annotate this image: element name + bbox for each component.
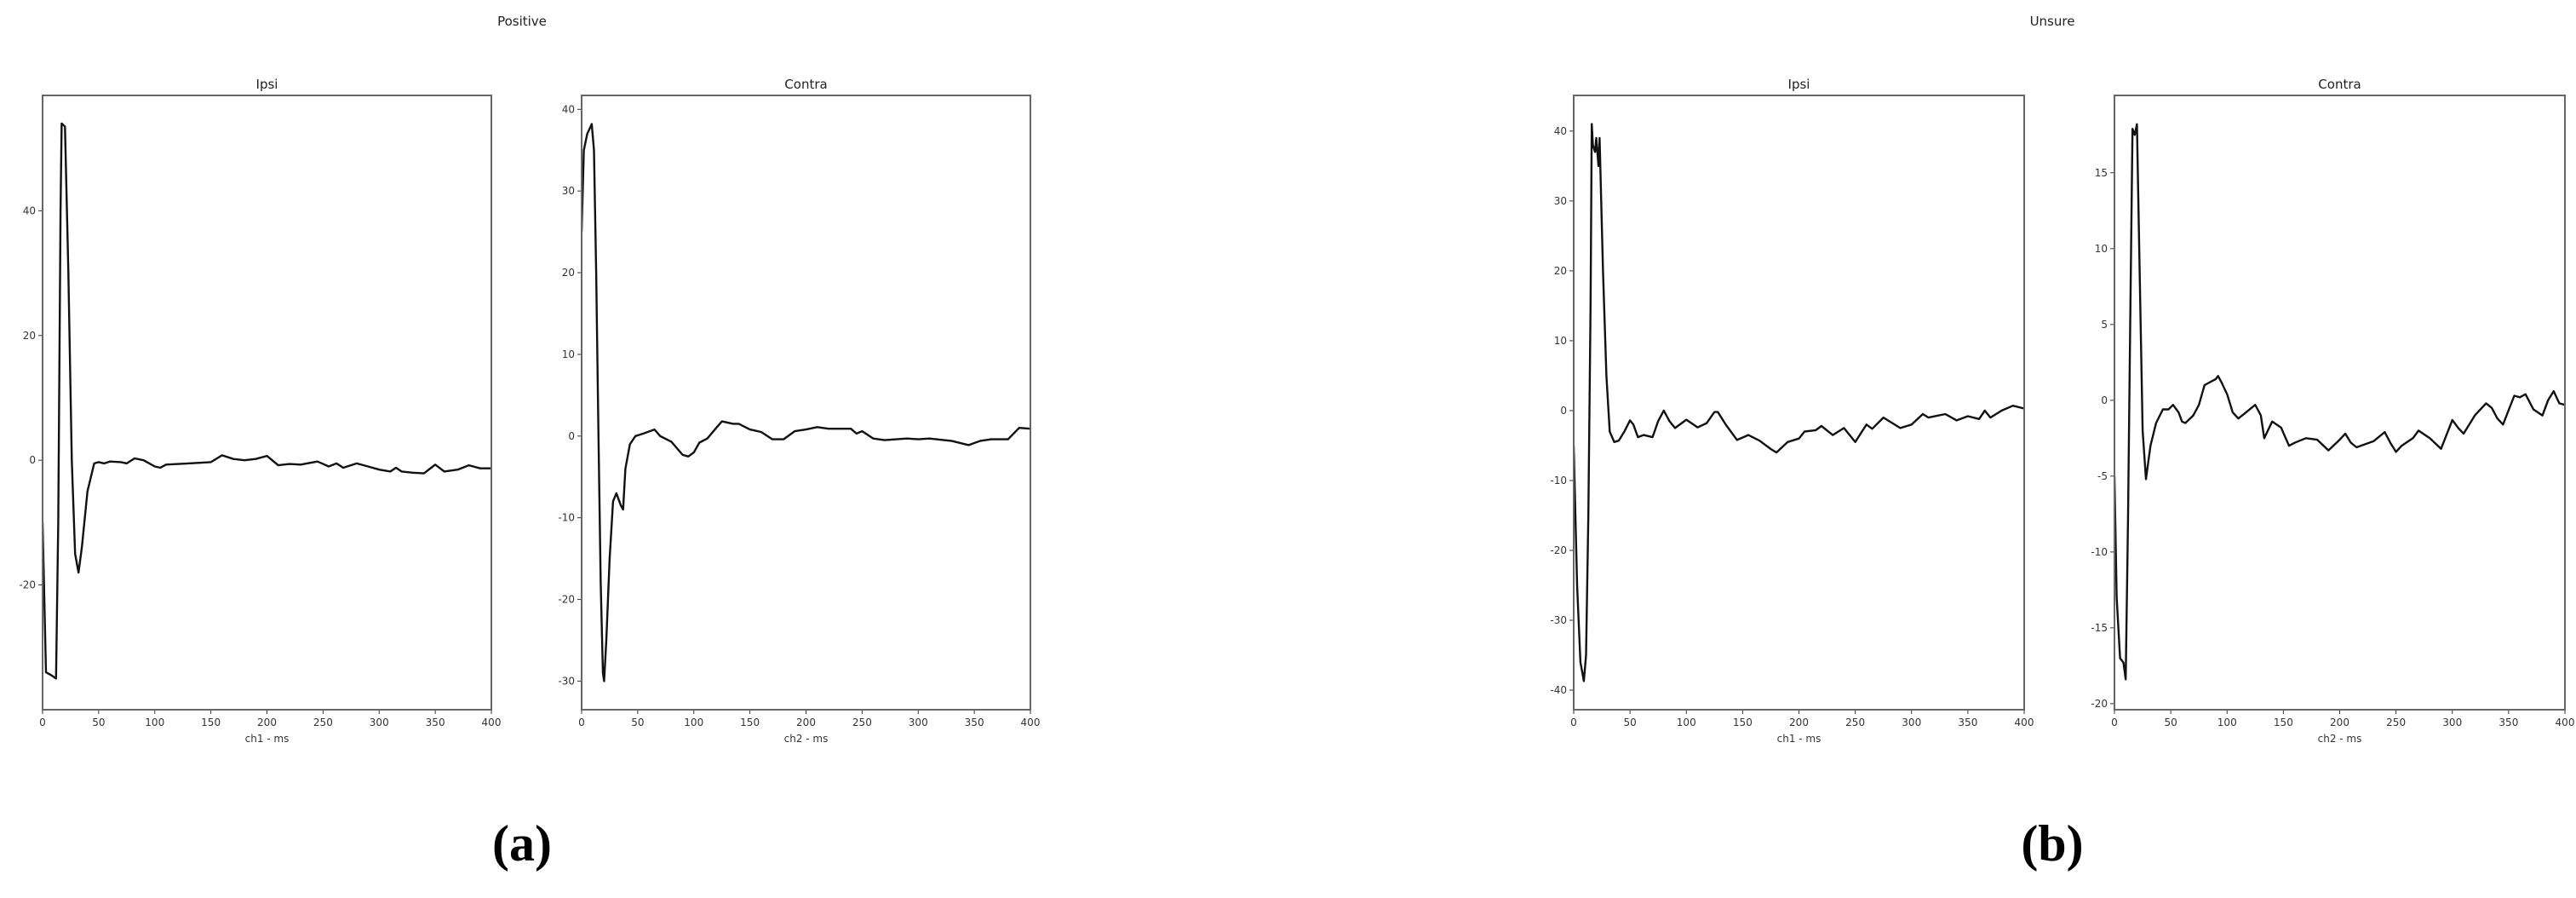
y-tick-label: 10	[2095, 243, 2108, 255]
axes-frame	[42, 95, 492, 711]
y-tick-label: 0	[2101, 394, 2108, 406]
y-tick-label: -20	[19, 579, 36, 591]
y-tick-label: 20	[562, 267, 575, 279]
y-tick-label: -10	[2091, 546, 2108, 558]
y-tick-label: 30	[562, 185, 575, 197]
y-tick-label: 10	[562, 348, 575, 360]
figure-suptitle: Unsure	[2030, 14, 2075, 29]
y-tick-label: 0	[1560, 405, 1567, 417]
x-tick-label: 300	[370, 717, 389, 728]
figure-2: Unsure	[2030, 14, 2075, 29]
x-tick-label: 50	[1623, 717, 1636, 728]
axes-frame	[581, 95, 1031, 711]
x-tick-label: 50	[2164, 717, 2177, 728]
x-tick-label: 150	[2274, 717, 2293, 728]
y-tick-label: -30	[558, 675, 575, 687]
axes-frame	[2114, 95, 2566, 711]
x-tick-label: 100	[2217, 717, 2237, 728]
subplot-title: Contra	[2318, 77, 2361, 92]
x-axis-label: ch1 - ms	[245, 733, 290, 745]
x-tick-label: 350	[965, 717, 984, 728]
subplot-title: Ipsi	[1788, 77, 1810, 92]
y-tick-label: -20	[558, 594, 575, 606]
x-tick-label: 150	[1733, 717, 1753, 728]
y-tick-label: 20	[23, 330, 36, 342]
y-tick-label: 40	[562, 103, 575, 115]
x-tick-label: 400	[1021, 717, 1041, 728]
subplot-1: Ipsi 0 50 100 150 200 250 300 350 400 -20 0 20 40 ch1 …	[19, 77, 501, 745]
x-tick-label: 250	[313, 717, 333, 728]
y-tick-label: -15	[2091, 622, 2108, 634]
figure-suptitle: Positive	[497, 14, 547, 29]
subplot-title: Ipsi	[256, 77, 278, 92]
x-tick-label: 300	[2442, 717, 2462, 728]
x-tick-label: 250	[1845, 717, 1865, 728]
y-tick-label: -40	[1550, 684, 1567, 696]
x-tick-label: 100	[684, 717, 703, 728]
x-tick-label: 350	[426, 717, 445, 728]
x-tick-label: 150	[201, 717, 221, 728]
x-tick-label: 350	[2499, 717, 2518, 728]
x-tick-label: 300	[909, 717, 928, 728]
x-tick-label: 100	[145, 717, 164, 728]
x-tick-label: 400	[2556, 717, 2575, 728]
figure-1: Positive	[497, 14, 547, 29]
y-tick-label: -10	[558, 512, 575, 524]
y-tick-label: -20	[1550, 544, 1567, 556]
x-tick-label: 400	[2015, 717, 2034, 728]
x-tick-label: 50	[92, 717, 105, 728]
x-axis-label: ch1 - ms	[1777, 733, 1822, 745]
y-tick-label: 10	[1554, 335, 1567, 347]
y-tick-label: 0	[568, 430, 575, 442]
x-tick-label: 250	[2386, 717, 2406, 728]
x-tick-label: 100	[1677, 717, 1696, 728]
y-tick-label: 0	[29, 454, 36, 466]
y-tick-label: -10	[1550, 475, 1567, 486]
x-axis-label: ch2 - ms	[2318, 733, 2362, 745]
y-tick-label: -5	[2097, 470, 2108, 482]
y-tick-label: 40	[23, 204, 36, 216]
series-line	[43, 122, 491, 680]
y-tick-label: 40	[1554, 125, 1567, 137]
x-tick-label: 0	[578, 717, 585, 728]
x-axis-label: ch2 - ms	[784, 733, 829, 745]
x-tick-label: 0	[2111, 717, 2118, 728]
y-tick-label: 15	[2095, 167, 2108, 179]
y-tick-label: -20	[2091, 698, 2108, 710]
y-tick-label: 30	[1554, 195, 1567, 207]
series-line	[582, 123, 1030, 682]
x-tick-label: 200	[2330, 717, 2349, 728]
x-tick-label: 150	[740, 717, 760, 728]
x-tick-label: 400	[482, 717, 502, 728]
axes-frame	[1573, 95, 2025, 711]
y-tick-label: 5	[2101, 319, 2108, 331]
series-line	[2114, 123, 2565, 681]
y-tick-label: 20	[1554, 265, 1567, 277]
x-tick-label: 0	[39, 717, 46, 728]
x-tick-label: 350	[1958, 717, 1977, 728]
x-tick-label: 300	[1902, 717, 1921, 728]
x-tick-label: 200	[796, 717, 816, 728]
series-line	[1574, 123, 2024, 682]
subplot-2: Contra 0 50 100 150 200 250 300 350 400 -30 -20 -10 0…	[558, 77, 1040, 745]
panel-label-a: (a)	[492, 815, 552, 872]
panel-label-b: (b)	[2021, 815, 2084, 872]
x-tick-label: 0	[1570, 717, 1577, 728]
x-tick-label: 250	[852, 717, 872, 728]
x-tick-label: 200	[257, 717, 277, 728]
subplot-title: Contra	[784, 77, 827, 92]
y-tick-label: -30	[1550, 614, 1567, 626]
x-tick-label: 50	[631, 717, 644, 728]
x-tick-label: 200	[1789, 717, 1809, 728]
